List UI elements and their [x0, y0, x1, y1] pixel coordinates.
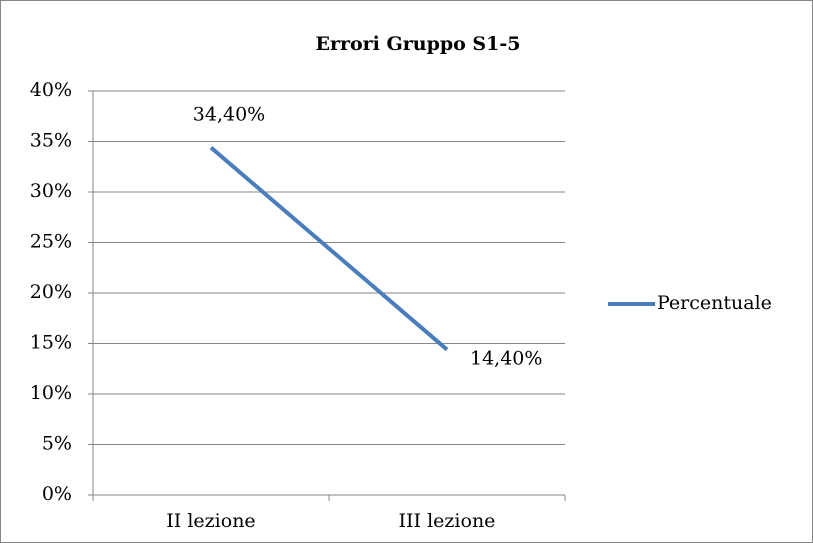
y-tick-label: 20% — [30, 281, 72, 303]
y-tick-label: 0% — [42, 483, 72, 505]
y-tick-label: 5% — [42, 433, 72, 455]
x-tick-label: III lezione — [399, 510, 496, 532]
x-tick-label: II lezione — [166, 510, 255, 532]
y-tick-label: 30% — [30, 180, 72, 202]
y-tick-label: 10% — [30, 382, 72, 404]
data-label: 14,40% — [470, 348, 542, 370]
y-tick-label: 40% — [30, 79, 72, 101]
data-line — [209, 146, 449, 352]
y-tick-label: 25% — [30, 231, 72, 253]
data-label: 34,40% — [193, 104, 265, 126]
y-tick-label: 35% — [30, 130, 72, 152]
chart-title: Errori Gruppo S1-5 — [316, 33, 521, 55]
y-tick-label: 15% — [30, 332, 72, 354]
legend-label: Percentuale — [657, 292, 772, 314]
